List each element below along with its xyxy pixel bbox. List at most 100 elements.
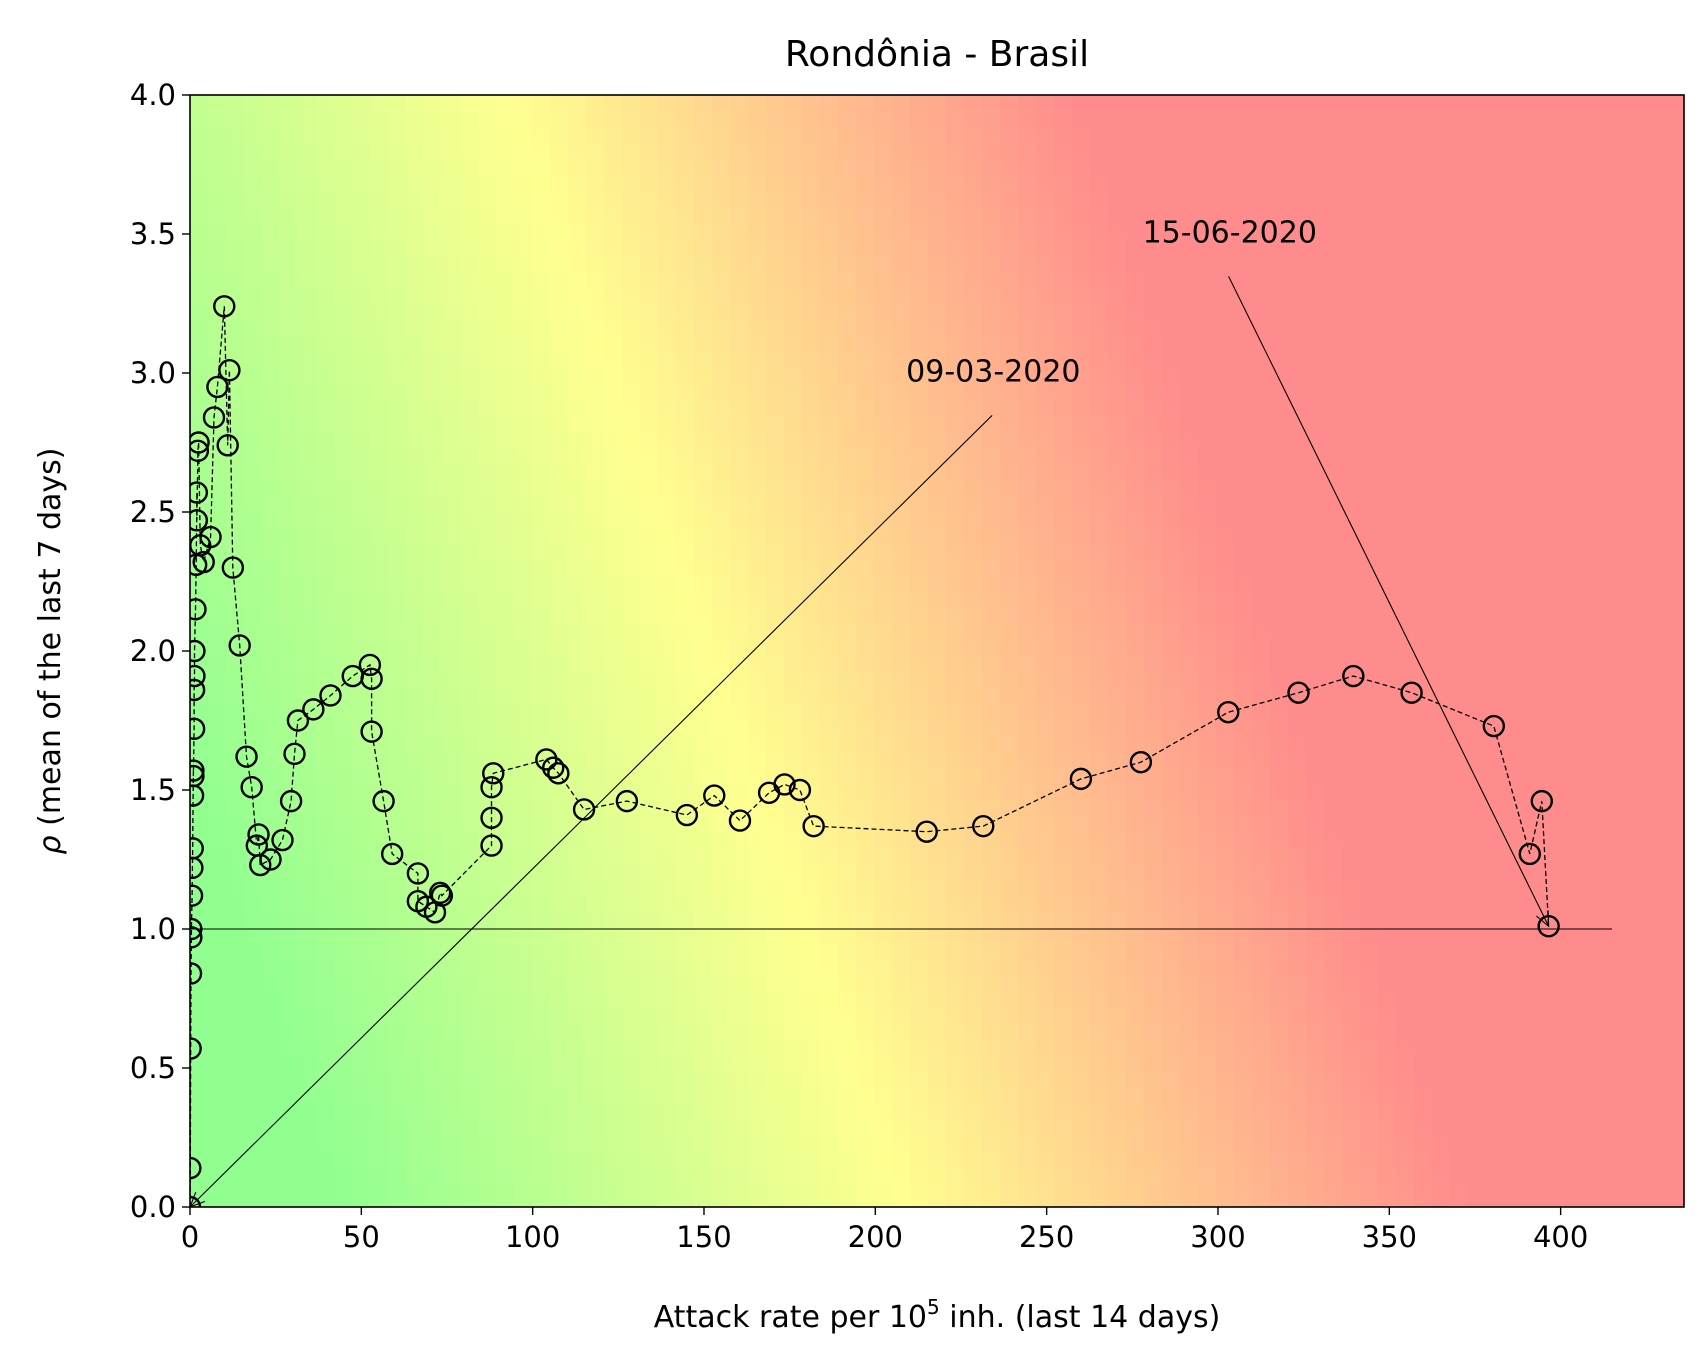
- data-point: [1342, 664, 1365, 688]
- data-point: [247, 823, 270, 846]
- axis-ticks: 0 50 100 150 200 250 300 350 400 0.0 0.5 1.0 1.5 2.0 2…: [130, 78, 1588, 1254]
- data-point: [190, 639, 206, 663]
- y-axis-title: ρ (mean of the last 7 days): [33, 448, 68, 855]
- data-point: [190, 439, 210, 463]
- data-point: [218, 359, 241, 382]
- data-point: [1287, 681, 1310, 704]
- data-point: [480, 776, 503, 799]
- y-tick-label: 3.0: [130, 356, 176, 390]
- x-axis-title-superscript: 5: [927, 1295, 940, 1319]
- x-tick-label: 200: [848, 1220, 903, 1254]
- data-point: [915, 820, 938, 843]
- data-point: [358, 653, 382, 677]
- data-point: [360, 720, 383, 743]
- data-point: [1530, 789, 1553, 813]
- data-point: [190, 664, 206, 688]
- data-point: [190, 598, 207, 621]
- y-tick-label: 1.0: [130, 912, 176, 946]
- x-tick-label: 300: [1190, 1220, 1245, 1254]
- data-point: [271, 828, 294, 852]
- data-point: [1400, 681, 1423, 704]
- data-point: [302, 698, 325, 721]
- data-point: [482, 762, 505, 785]
- data-point: [360, 667, 383, 690]
- data-series: [190, 295, 1560, 1207]
- annotations: 09-03-2020 15-06-2020: [189, 215, 1550, 1208]
- data-point: [1482, 714, 1506, 738]
- annotation-label: 15-06-2020: [1143, 215, 1317, 250]
- data-point: [240, 776, 263, 799]
- data-point: [192, 550, 215, 574]
- data-point: [572, 798, 596, 821]
- data-point: [190, 917, 203, 941]
- data-point: [286, 709, 310, 732]
- x-axis-title-main: Attack rate per 10: [654, 1300, 927, 1335]
- data-point: [190, 509, 209, 532]
- data-point: [480, 806, 503, 829]
- x-axis-title: Attack rate per 105 inh. (last 14 days): [654, 1295, 1221, 1335]
- y-tick-label: 4.0: [130, 78, 176, 112]
- y-tick-label: 2.5: [130, 495, 176, 529]
- data-point: [190, 962, 203, 985]
- x-tick-label: 250: [1019, 1220, 1074, 1254]
- annotation-arrow: [1228, 276, 1550, 927]
- data-point: [428, 881, 452, 905]
- data-point: [802, 814, 825, 838]
- data-point: [1129, 751, 1153, 774]
- y-tick-label: 3.5: [130, 217, 176, 251]
- data-point: [259, 848, 282, 871]
- data-point: [190, 884, 204, 907]
- data-point: [703, 784, 726, 807]
- data-point: [547, 762, 570, 785]
- data-point: [480, 834, 503, 857]
- annotation-arrowhead: [1535, 910, 1550, 928]
- data-point: [190, 837, 204, 860]
- chart-title: Rondônia - Brasil: [785, 34, 1089, 75]
- data-point: [202, 406, 226, 429]
- data-point: [190, 759, 205, 782]
- data-point: [235, 745, 258, 768]
- data-point: [213, 295, 236, 318]
- data-point: [972, 814, 995, 838]
- data-point: [190, 678, 206, 702]
- data-point: [206, 375, 229, 399]
- annotation-arrow: [189, 414, 993, 1208]
- x-tick-label: 50: [343, 1220, 380, 1254]
- data-point: [773, 773, 796, 796]
- data-point: [372, 789, 395, 813]
- risk-gradient-background: [190, 95, 1684, 1207]
- data-point: [190, 926, 203, 949]
- y-tick-label: 0.0: [130, 1190, 176, 1224]
- y-tick-label: 1.5: [130, 773, 176, 807]
- data-point: [1069, 767, 1093, 791]
- data-point: [228, 634, 251, 657]
- y-tick-label: 2.0: [130, 634, 176, 668]
- data-point: [319, 684, 342, 707]
- data-point: [199, 525, 222, 549]
- x-tick-label: 150: [676, 1220, 731, 1254]
- y-tick-label: 0.5: [130, 1051, 176, 1085]
- data-point: [190, 431, 210, 454]
- data-point: [1518, 842, 1542, 866]
- data-point: [675, 803, 699, 827]
- x-tick-label: 0: [181, 1220, 199, 1254]
- data-point: [190, 481, 209, 504]
- y-axis-title-symbol: ρ: [33, 835, 68, 854]
- data-point: [190, 717, 206, 741]
- data-point: [380, 842, 404, 866]
- data-point: [216, 434, 239, 457]
- data-point: [788, 778, 812, 802]
- data-point: [430, 884, 454, 907]
- data-point: [279, 789, 303, 813]
- data-point: [283, 742, 306, 766]
- data-point: [221, 556, 245, 579]
- y-axis-title-text: (mean of the last 7 days): [33, 448, 68, 836]
- x-axis-title-suffix: inh. (last 14 days): [940, 1300, 1221, 1335]
- data-point: [542, 756, 565, 779]
- data-point: [615, 789, 639, 813]
- annotation-label: 09-03-2020: [906, 354, 1080, 389]
- x-tick-label: 350: [1362, 1220, 1417, 1254]
- data-point: [1217, 700, 1240, 724]
- data-point: [190, 764, 205, 788]
